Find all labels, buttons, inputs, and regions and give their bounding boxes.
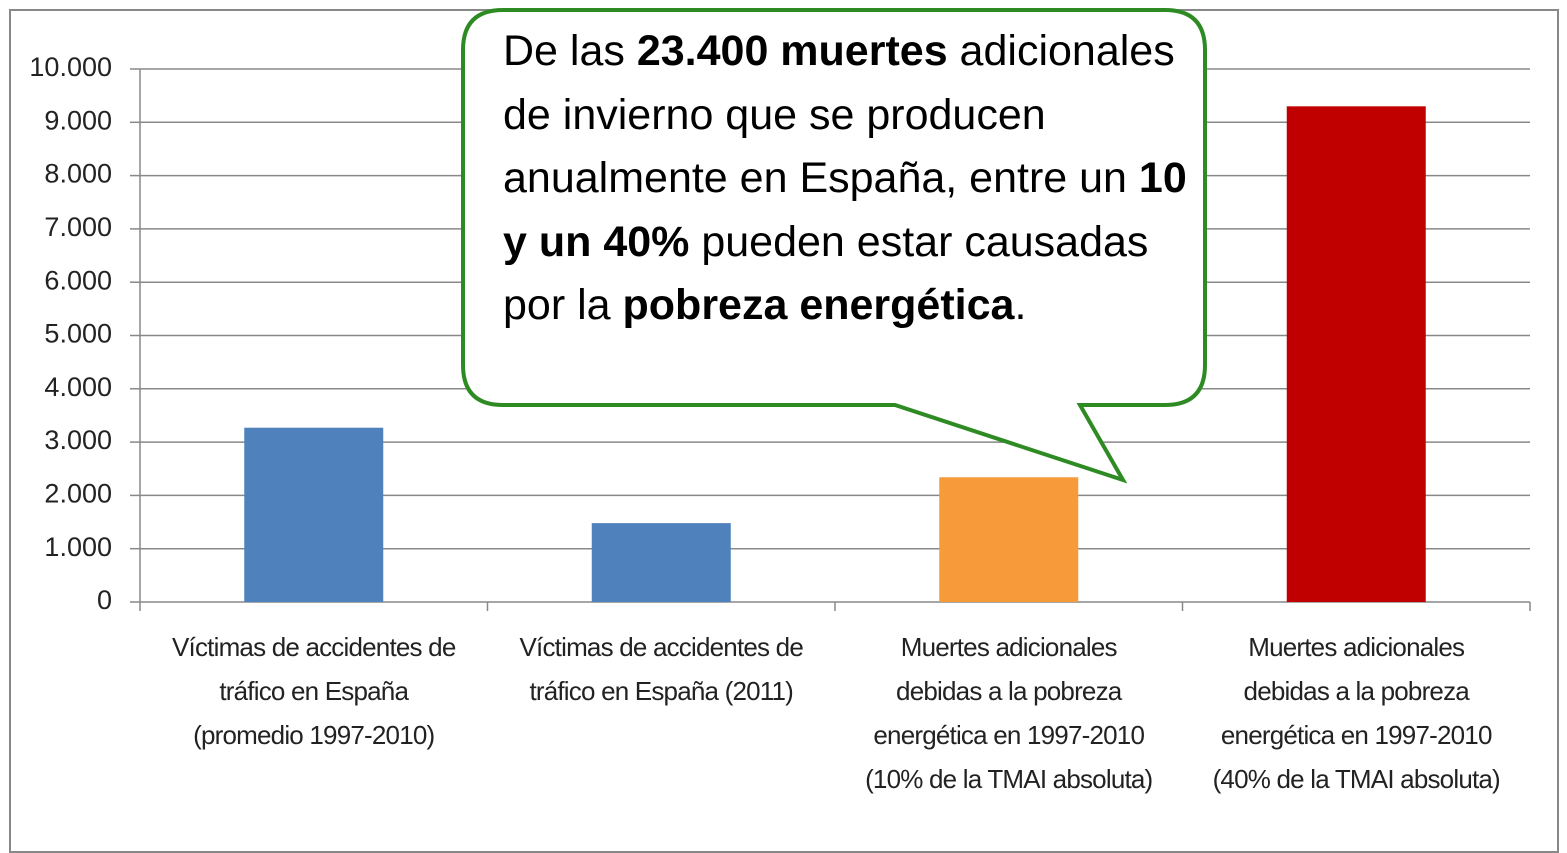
y-tick-label: 3.000 — [44, 425, 112, 455]
y-tick-label: 1.000 — [44, 532, 112, 562]
x-tick-label: Muertes adicionales debidas a la pobreza… — [865, 632, 1153, 794]
x-tick-label: Muertes adicionales debidas a la pobreza… — [1212, 632, 1501, 794]
callout-run: . — [1014, 281, 1027, 329]
callout-run: De las — [503, 27, 637, 75]
bar — [939, 477, 1079, 602]
y-tick-label: 2.000 — [44, 479, 112, 509]
callout-bubble — [461, 8, 1207, 484]
callout-run: 10 y un 40% — [503, 154, 1187, 266]
x-tick-label: Víctimas de accidentes de tráfico en Esp… — [172, 632, 456, 750]
x-tick-label: Víctimas de accidentes de tráfico en Esp… — [519, 632, 804, 706]
callout-run: pueden estar causadas por la — [503, 217, 1149, 330]
y-tick-label: 7.000 — [44, 212, 112, 242]
y-tick-label: 9.000 — [44, 105, 112, 135]
y-tick-label: 10.000 — [29, 52, 112, 82]
callout-run: pobreza energética — [622, 281, 1015, 329]
bar — [591, 523, 731, 602]
callout-run: adicionales de invierno que se producen … — [503, 27, 1175, 202]
y-tick-label: 8.000 — [44, 159, 112, 189]
bar — [244, 427, 384, 602]
y-tick-label: 0 — [97, 585, 112, 615]
callout-text: De las 23.400 muertes adicionales de inv… — [503, 20, 1193, 338]
bar — [1286, 106, 1426, 602]
y-tick-label: 5.000 — [44, 319, 112, 349]
callout-run: 23.400 muertes — [636, 27, 948, 75]
y-tick-label: 4.000 — [44, 372, 112, 402]
y-tick-label: 6.000 — [44, 265, 112, 295]
